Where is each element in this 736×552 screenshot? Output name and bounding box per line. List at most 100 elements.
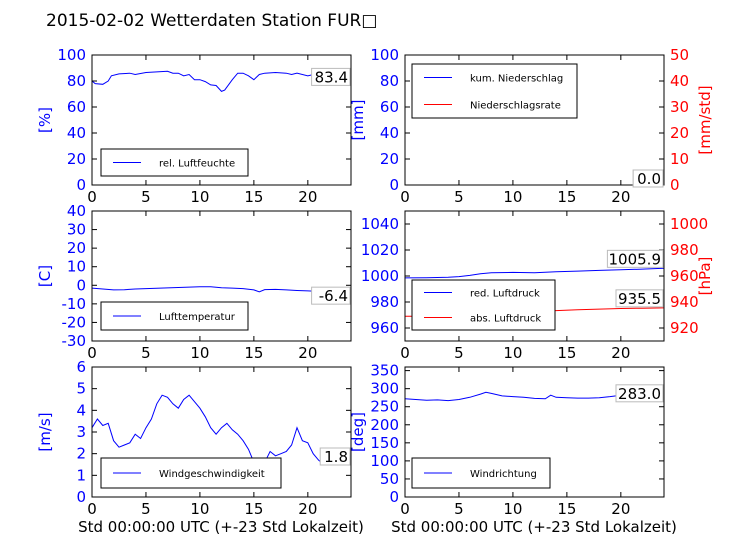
y2-tick-label: 10 [670, 150, 689, 168]
y-axis-label: [%] [36, 107, 54, 133]
legend: Lufttemperatur [100, 301, 249, 331]
x-tick-label: 20 [298, 188, 317, 206]
x-tick-label: 0 [87, 344, 97, 362]
y-tick-label: 100 [57, 46, 86, 64]
x-tick-label: 15 [244, 344, 263, 362]
x-tick-label: 10 [503, 500, 522, 518]
legend: kum. Niederschlag Niederschlagsrate [411, 63, 578, 119]
y-tick-label: 10 [67, 258, 86, 276]
x-tick-label: 5 [141, 344, 151, 362]
y-tick-label: 350 [370, 362, 399, 380]
x-tick-label: 15 [557, 188, 576, 206]
y-tick-label: 0 [389, 488, 399, 506]
y2-tick-label: 50 [670, 46, 689, 64]
y-tick-label: 0 [389, 176, 399, 194]
y2-tick-label: 920 [670, 319, 699, 337]
x-axis-label-right: Std 00:00:00 UTC (+-23 Std Lokalzeit) [391, 518, 677, 536]
legend-label: Lufttemperatur [159, 312, 236, 323]
x-tick-label: 15 [557, 500, 576, 518]
y-axis-label: [m/s] [36, 412, 54, 451]
y-tick-label: 20 [67, 150, 86, 168]
y2-axis-label: [mm/std] [696, 85, 714, 154]
legend: rel. Luftfeuchte [100, 148, 249, 177]
x-tick-label: 15 [244, 188, 263, 206]
current-value-secondary: 0.0 [637, 170, 661, 188]
y2-tick-label: 960 [670, 267, 699, 285]
y-tick-label: 0 [76, 488, 86, 506]
y-tick-label: 80 [67, 72, 86, 90]
legend-label: Windgeschwindigkeit [159, 469, 265, 480]
y-tick-label: -10 [62, 295, 87, 313]
series-line-wind-speed-0 [91, 394, 352, 466]
y-tick-label: 150 [370, 434, 399, 452]
x-tick-label: 0 [400, 188, 410, 206]
figure-title: 2015-02-02 Wetterdaten Station FUR□ [46, 11, 377, 31]
current-value-secondary: 935.5 [618, 290, 661, 308]
legend-label: abs. Luftdruck [470, 314, 541, 325]
y-tick-label: 40 [380, 124, 399, 142]
y-tick-label: 1040 [361, 215, 399, 233]
series-line-temperature-0 [91, 286, 352, 298]
x-tick-label: 20 [298, 344, 317, 362]
y-axis-label: [deg] [349, 412, 367, 452]
y-tick-label: 30 [67, 221, 86, 239]
current-value-box [606, 249, 664, 268]
y-tick-label: 1 [76, 466, 86, 484]
y-tick-label: 300 [370, 380, 399, 398]
x-tick-label: 20 [611, 188, 630, 206]
y2-tick-label: 20 [670, 124, 689, 142]
y-tick-label: 2 [76, 445, 86, 463]
y2-tick-label: 30 [670, 98, 689, 116]
y-tick-label: 6 [76, 358, 86, 376]
legend-label: rel. Luftfeuchte [159, 159, 235, 170]
legend: Windrichtung [411, 457, 551, 489]
x-axis-label-left: Std 00:00:00 UTC (+-23 Std Lokalzeit) [78, 518, 364, 536]
x-tick-label: 10 [190, 500, 209, 518]
current-value: -6.4 [319, 287, 348, 305]
y-axis-label: [mm] [349, 100, 367, 141]
x-tick-label: 5 [454, 500, 464, 518]
y2-tick-label: 0 [670, 176, 680, 194]
x-tick-label: 5 [454, 344, 464, 362]
x-tick-label: 0 [87, 500, 97, 518]
y-tick-label: 20 [67, 239, 86, 257]
y-tick-label: 0 [76, 176, 86, 194]
x-tick-label: 20 [298, 500, 317, 518]
current-value: 283.0 [618, 385, 661, 403]
panel-temperature: 0 5 10 15 20-30-20-10010203040[C]-6.4Lufttem… [36, 202, 352, 362]
panel-wind-speed: 0 5 10 15 200123456[m/s]1.8Windgeschwindigke… [36, 358, 352, 518]
current-value-secondary-box [615, 289, 664, 308]
y-tick-label: 3 [76, 423, 86, 441]
y-tick-label: -20 [62, 313, 87, 331]
y-tick-label: -30 [62, 332, 87, 350]
y-tick-label: 40 [67, 202, 86, 220]
legend-label: Windrichtung [470, 469, 537, 480]
y2-axis-label: [hPa] [696, 257, 714, 296]
panel-wind-direction: 0 5 10 15 20050100150200250300350[deg]283.0W… [349, 362, 665, 518]
y-tick-label: 1020 [361, 241, 399, 259]
y-tick-label: 60 [380, 98, 399, 116]
current-value-secondary-box [632, 169, 664, 188]
y-tick-label: 250 [370, 398, 399, 416]
current-value: 83.4 [315, 68, 348, 86]
y-tick-label: 100 [370, 452, 399, 470]
y-tick-label: 100 [370, 46, 399, 64]
series-line-pressure-0 [404, 267, 665, 279]
y2-tick-label: 40 [670, 72, 689, 90]
legend-label: red. Luftdruck [470, 289, 540, 300]
legend: red. Luftdruck abs. Luftdruck [411, 279, 556, 331]
current-value-box [319, 447, 351, 466]
y-tick-label: 980 [370, 293, 399, 311]
legend-label: Niederschlagsrate [470, 101, 561, 112]
y-tick-label: 5 [76, 380, 86, 398]
x-tick-label: 15 [557, 344, 576, 362]
current-value-box [311, 286, 351, 305]
y-tick-label: 200 [370, 416, 399, 434]
plot-frame [404, 366, 665, 498]
x-tick-label: 5 [141, 500, 151, 518]
current-value-box [615, 384, 664, 403]
current-value-box [311, 67, 351, 86]
x-tick-label: 15 [244, 500, 263, 518]
x-tick-label: 10 [503, 344, 522, 362]
